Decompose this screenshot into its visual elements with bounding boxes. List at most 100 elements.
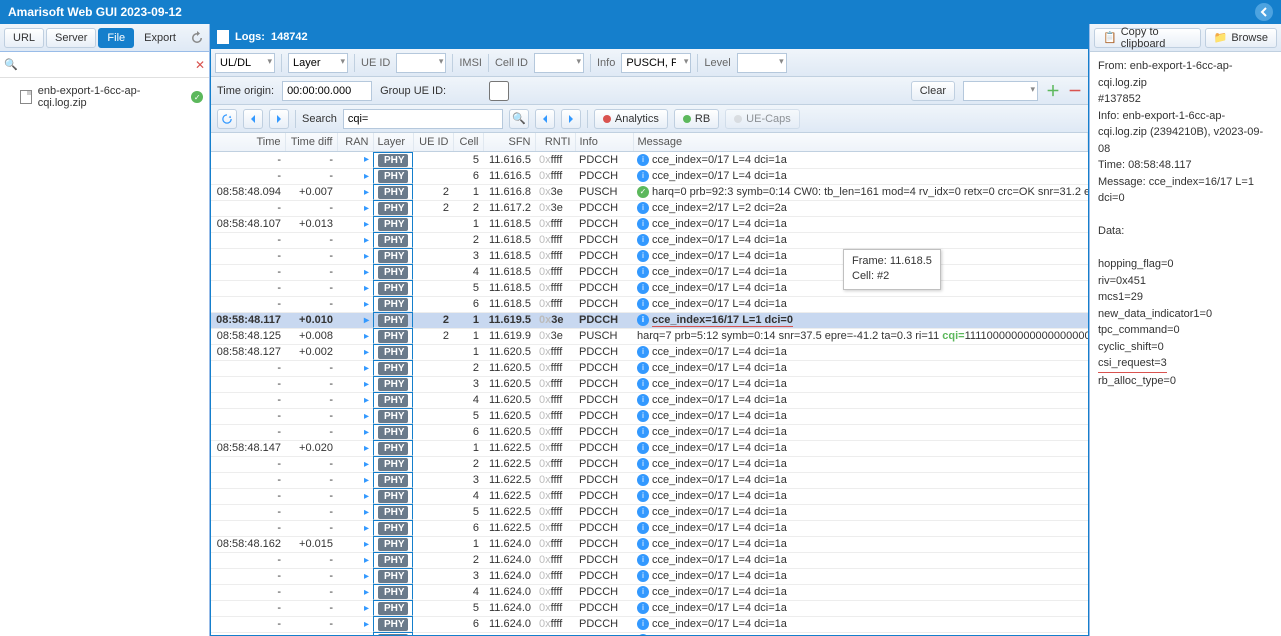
ueid-filter[interactable]: [396, 53, 446, 73]
preset-combo[interactable]: [963, 81, 1038, 101]
col-rnti[interactable]: RNTI: [535, 133, 575, 152]
level-filter[interactable]: [737, 53, 787, 73]
table-row[interactable]: --▸PHY211.618.50xffffPDCCHicce_index=0/1…: [211, 232, 1088, 248]
table-row[interactable]: --▸PHY411.624.00xffffPDCCHicce_index=0/1…: [211, 584, 1088, 600]
table-row[interactable]: --▸PHY411.622.50xffffPDCCHicce_index=0/1…: [211, 488, 1088, 504]
uecaps-button[interactable]: UE-Caps: [725, 109, 800, 129]
table-row[interactable]: 08:58:48.167+0.005▸PHY111.624.50xffffPDC…: [211, 632, 1088, 635]
search-input[interactable]: [343, 109, 503, 129]
file-button[interactable]: File: [98, 28, 134, 48]
prev-page-icon[interactable]: [243, 109, 263, 129]
table-row[interactable]: --▸PHY611.620.50xffffPDCCHicce_index=0/1…: [211, 424, 1088, 440]
refresh-icon[interactable]: [217, 109, 237, 129]
table-row[interactable]: 08:58:48.147+0.020▸PHY111.622.50xffffPDC…: [211, 440, 1088, 456]
detail-line: rb_alloc_type=0: [1098, 373, 1273, 390]
table-row[interactable]: --▸PHY311.624.00xffffPDCCHicce_index=0/1…: [211, 568, 1088, 584]
info-filter[interactable]: [621, 53, 691, 73]
url-button[interactable]: URL: [4, 28, 44, 48]
check-icon: ✓: [191, 91, 203, 103]
group-ueid-checkbox[interactable]: [454, 81, 544, 101]
table-row[interactable]: --▸PHY211.620.50xffffPDCCHicce_index=0/1…: [211, 360, 1088, 376]
table-row[interactable]: --▸PHY411.620.50xffffPDCCHicce_index=0/1…: [211, 392, 1088, 408]
table-row[interactable]: --▸PHY411.618.50xffffPDCCHicce_index=0/1…: [211, 264, 1088, 280]
cellid-filter[interactable]: [534, 53, 584, 73]
time-origin-input[interactable]: [282, 81, 372, 101]
table-row[interactable]: --▸PHY311.622.50xffffPDCCHicce_index=0/1…: [211, 472, 1088, 488]
table-row[interactable]: --▸PHY611.622.50xffffPDCCHicce_index=0/1…: [211, 520, 1088, 536]
clear-filter-icon[interactable]: ✕: [195, 58, 205, 72]
table-row[interactable]: --▸PHY511.624.00xffffPDCCHicce_index=0/1…: [211, 600, 1088, 616]
file-tree: enb-export-1-6cc-ap-cqi.log.zip ✓: [0, 78, 209, 620]
col-cell[interactable]: Cell: [453, 133, 483, 152]
detail-line: mcs1=29: [1098, 289, 1273, 306]
col-layer[interactable]: Layer: [373, 133, 413, 152]
add-preset-icon[interactable]: ＋: [1046, 81, 1060, 101]
table-row[interactable]: 08:58:48.117+0.010▸PHY2111.619.50x3ePDCC…: [211, 312, 1088, 328]
table-row[interactable]: --▸PHY511.616.50xffffPDCCHicce_index=0/1…: [211, 152, 1088, 169]
remove-preset-icon[interactable]: －: [1068, 81, 1082, 101]
layer-filter[interactable]: [288, 53, 348, 73]
origin-bar: Time origin: Group UE ID: Clear ＋ －: [211, 77, 1088, 105]
table-row[interactable]: --▸PHY611.618.50xffffPDCCHicce_index=0/1…: [211, 296, 1088, 312]
sidebar-filter: 🔍 ✕: [0, 52, 209, 78]
table-row[interactable]: --▸PHY211.622.50xffffPDCCHicce_index=0/1…: [211, 456, 1088, 472]
tree-item-label: enb-export-1-6cc-ap-cqi.log.zip: [38, 85, 186, 109]
table-row[interactable]: --▸PHY511.620.50xffffPDCCHicce_index=0/1…: [211, 408, 1088, 424]
rb-button[interactable]: RB: [674, 109, 719, 129]
clear-button[interactable]: Clear: [911, 81, 955, 101]
level-label: Level: [704, 57, 730, 69]
detail-panel: 📋Copy to clipboard 📁Browse From: enb-exp…: [1089, 24, 1281, 636]
table-row[interactable]: 08:58:48.125+0.008▸PHY2111.619.90x3ePUSC…: [211, 328, 1088, 344]
tree-item[interactable]: enb-export-1-6cc-ap-cqi.log.zip ✓: [0, 82, 209, 112]
log-table: Time Time diff RAN Layer UE ID Cell SFN …: [211, 133, 1088, 635]
filter-icon: 🔍: [4, 58, 18, 71]
analytics-button[interactable]: Analytics: [594, 109, 668, 129]
table-row[interactable]: 08:58:48.127+0.002▸PHY111.620.50xffffPDC…: [211, 344, 1088, 360]
server-button[interactable]: Server: [46, 28, 96, 48]
detail-line: cyclic_shift=0: [1098, 339, 1273, 356]
col-message[interactable]: Message: [633, 133, 1088, 152]
col-time[interactable]: Time: [211, 133, 285, 152]
app-title: Amarisoft Web GUI 2023-09-12: [8, 5, 182, 19]
table-row[interactable]: 08:58:48.107+0.013▸PHY111.618.50xffffPDC…: [211, 216, 1088, 232]
col-sfn[interactable]: SFN: [483, 133, 535, 152]
col-info[interactable]: Info: [575, 133, 633, 152]
detail-toolbar: 📋Copy to clipboard 📁Browse: [1090, 24, 1281, 52]
table-row[interactable]: 08:58:48.094+0.007▸PHY2111.616.80x3ePUSC…: [211, 184, 1088, 200]
table-row[interactable]: --▸PHY311.618.50xffffPDCCHicce_index=0/1…: [211, 248, 1088, 264]
refresh-icon[interactable]: [188, 29, 206, 47]
search-prev-icon[interactable]: [535, 109, 555, 129]
search-next-icon[interactable]: [561, 109, 581, 129]
table-row[interactable]: --▸PHY611.616.50xffffPDCCHicce_index=0/1…: [211, 168, 1088, 184]
table-row[interactable]: --▸PHY2211.617.20x3ePDCCHicce_index=2/17…: [211, 200, 1088, 216]
col-ran[interactable]: RAN: [337, 133, 373, 152]
table-row[interactable]: --▸PHY311.620.50xffffPDCCHicce_index=0/1…: [211, 376, 1088, 392]
table-row[interactable]: --▸PHY611.624.00xffffPDCCHicce_index=0/1…: [211, 616, 1088, 632]
search-go-icon[interactable]: 🔍: [509, 109, 529, 129]
logs-label: Logs:: [235, 31, 265, 43]
log-panel-header: Logs: 148742: [211, 25, 1088, 49]
time-origin-label: Time origin:: [217, 85, 274, 97]
copy-button[interactable]: 📋Copy to clipboard: [1094, 28, 1201, 48]
log-panel: Logs: 148742 UE ID IMSI Cell ID Info L: [210, 24, 1089, 636]
ueid-label: UE ID: [361, 57, 390, 69]
table-row[interactable]: --▸PHY511.618.50xffffPDCCHicce_index=0/1…: [211, 280, 1088, 296]
col-diff[interactable]: Time diff: [285, 133, 337, 152]
table-row[interactable]: --▸PHY211.624.00xffffPDCCHicce_index=0/1…: [211, 552, 1088, 568]
log-table-wrap[interactable]: Time Time diff RAN Layer UE ID Cell SFN …: [211, 133, 1088, 635]
table-row[interactable]: 08:58:48.162+0.015▸PHY111.624.00xffffPDC…: [211, 536, 1088, 552]
next-page-icon[interactable]: [269, 109, 289, 129]
detail-body: From: enb-export-1-6cc-ap-cqi.log.zip #1…: [1090, 52, 1281, 636]
logs-count: 148742: [271, 31, 308, 43]
sidebar-scrollbar[interactable]: [0, 620, 209, 636]
collapse-sidebar-icon[interactable]: [1255, 3, 1273, 21]
browse-button[interactable]: 📁Browse: [1205, 28, 1277, 48]
uldl-filter[interactable]: [215, 53, 275, 73]
info-label: Info: [597, 57, 615, 69]
detail-line: csi_request=3: [1098, 355, 1273, 373]
col-ueid[interactable]: UE ID: [413, 133, 453, 152]
group-ueid-label: Group UE ID:: [380, 85, 446, 97]
table-row[interactable]: --▸PHY511.622.50xffffPDCCHicce_index=0/1…: [211, 504, 1088, 520]
export-button[interactable]: Export: [136, 29, 184, 47]
tooltip-frame: Frame: 11.618.5: [852, 254, 932, 269]
